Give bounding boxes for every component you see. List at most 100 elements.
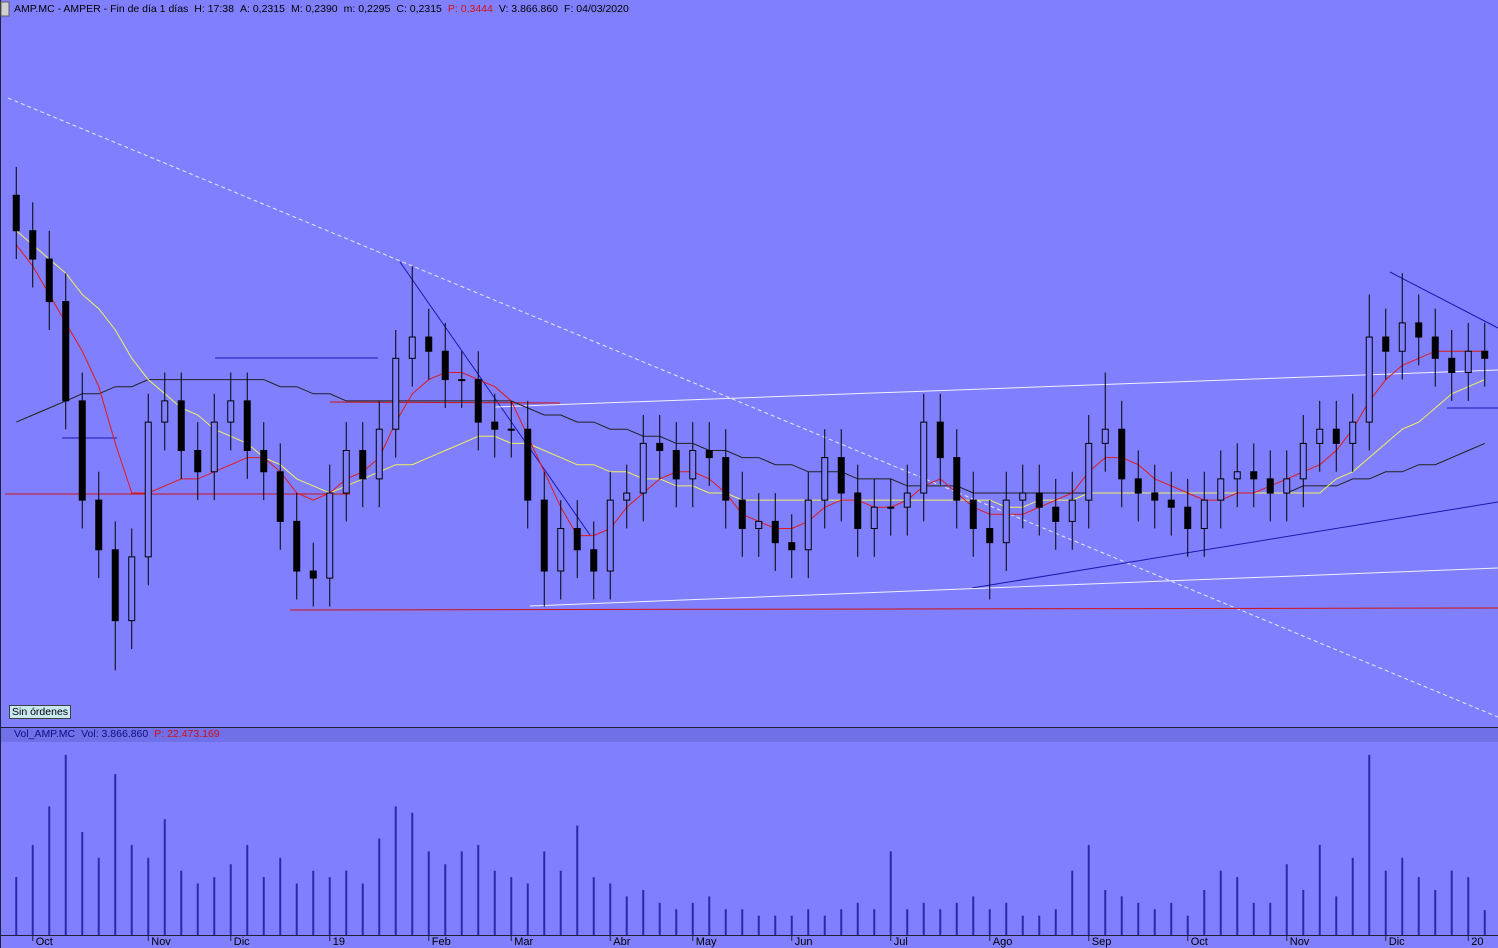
panel-toggle[interactable]: [0, 1, 10, 17]
volume-bar: [1005, 902, 1008, 935]
volume-bar: [246, 844, 249, 935]
volume-bar: [1236, 877, 1239, 935]
volume-bar: [1318, 844, 1321, 935]
x-tick-label: Abr: [613, 936, 630, 948]
candle-body: [293, 520, 301, 572]
volume-bar: [1219, 870, 1222, 935]
volume-bar: [81, 832, 84, 935]
candle-body: [804, 499, 812, 551]
volume-bar: [724, 909, 727, 935]
volume-bar: [625, 896, 628, 935]
volume-bar: [658, 902, 661, 935]
candle-body: [969, 499, 977, 529]
candle-body: [524, 428, 532, 501]
candle-body: [111, 549, 119, 622]
volume-bar: [955, 902, 958, 935]
volume-bar: [807, 909, 810, 935]
volume-bar: [295, 883, 298, 935]
candle-body: [474, 379, 482, 423]
volume-bar: [922, 902, 925, 935]
x-tick-label: Jul: [894, 936, 908, 948]
volume-value: Vol: 3.866.860: [81, 728, 149, 740]
volume-bar: [378, 838, 381, 935]
drawings: [5, 97, 1498, 718]
candle-body: [870, 506, 878, 529]
candle-body: [953, 457, 961, 501]
close: C: 0,2315: [396, 3, 442, 15]
candle-body: [1349, 421, 1357, 444]
candle-body: [144, 421, 152, 558]
candle-body: [1151, 492, 1159, 501]
volume-bar: [460, 851, 463, 935]
candle-body: [1365, 336, 1373, 423]
candle-body: [276, 471, 284, 522]
candle-body: [738, 499, 746, 529]
candle-body: [1332, 428, 1340, 444]
candle-body: [1382, 336, 1390, 352]
candle-body: [1167, 499, 1175, 508]
volume-bar: [988, 909, 991, 935]
volume-bar: [163, 819, 166, 935]
trend-line: [971, 501, 1498, 589]
volume-bar: [1467, 877, 1470, 935]
candle-body: [755, 520, 763, 529]
volume-bar: [1104, 889, 1107, 935]
candle-body: [854, 492, 862, 529]
volume-bar: [526, 883, 529, 935]
volume-bar: [1368, 754, 1371, 935]
candle-body: [177, 400, 185, 451]
candle-body: [210, 421, 218, 473]
candle-body: [672, 449, 680, 480]
candle-body: [887, 506, 895, 509]
volume-bar: [1170, 902, 1173, 935]
x-tick-label: May: [696, 936, 717, 948]
volume-p: P: 22.473.169: [154, 728, 220, 740]
volume-bar: [411, 812, 414, 935]
price-header: AMP.MC - AMPER - Fin de día 1 días H: 17:…: [14, 3, 635, 15]
candle-body: [29, 230, 37, 260]
candle-body: [1035, 492, 1043, 508]
candle-body: [821, 457, 829, 501]
candle-body: [557, 527, 565, 572]
volume-bar: [130, 844, 133, 935]
candle-body: [1002, 499, 1010, 544]
orders-badge[interactable]: Sin órdenes: [9, 705, 72, 719]
low: m: 0,2295: [343, 3, 391, 15]
volume-bar: [543, 851, 546, 935]
volume-bar: [64, 754, 67, 935]
volume: V: 3.866.860: [498, 3, 559, 15]
candle-body: [62, 301, 70, 402]
volume-bar: [856, 902, 859, 935]
volume-bar: [675, 909, 678, 935]
volume-bar: [939, 909, 942, 935]
volume-bar: [1302, 889, 1305, 935]
candle-body: [606, 499, 614, 572]
volume-bar: [1186, 915, 1189, 935]
volume-bar: [1153, 909, 1156, 935]
volume-bar: [592, 877, 595, 935]
candle-body: [1052, 506, 1060, 522]
moving-average: [16, 379, 1485, 494]
volume-bar: [394, 806, 397, 935]
moving-average: [15, 230, 1485, 508]
volume-bar: [576, 825, 579, 935]
candle-body: [392, 357, 400, 430]
volume-name: Vol_AMP.MC: [14, 728, 76, 740]
x-tick-label: 19: [333, 936, 345, 948]
candle-body: [441, 350, 449, 381]
x-tick-label: Mar: [514, 936, 533, 948]
volume-bar: [823, 915, 826, 935]
volume-bar: [1351, 857, 1354, 935]
volume-bar: [444, 864, 447, 935]
volume-bar: [889, 851, 892, 935]
candle-body: [78, 400, 86, 501]
volume-bar: [427, 851, 430, 935]
volume-bar: [48, 806, 51, 935]
candle-body: [705, 449, 713, 459]
level-line: [289, 607, 1498, 611]
volume-bar: [741, 909, 744, 935]
volume-bar: [1021, 915, 1024, 935]
volume-bar: [114, 774, 117, 935]
